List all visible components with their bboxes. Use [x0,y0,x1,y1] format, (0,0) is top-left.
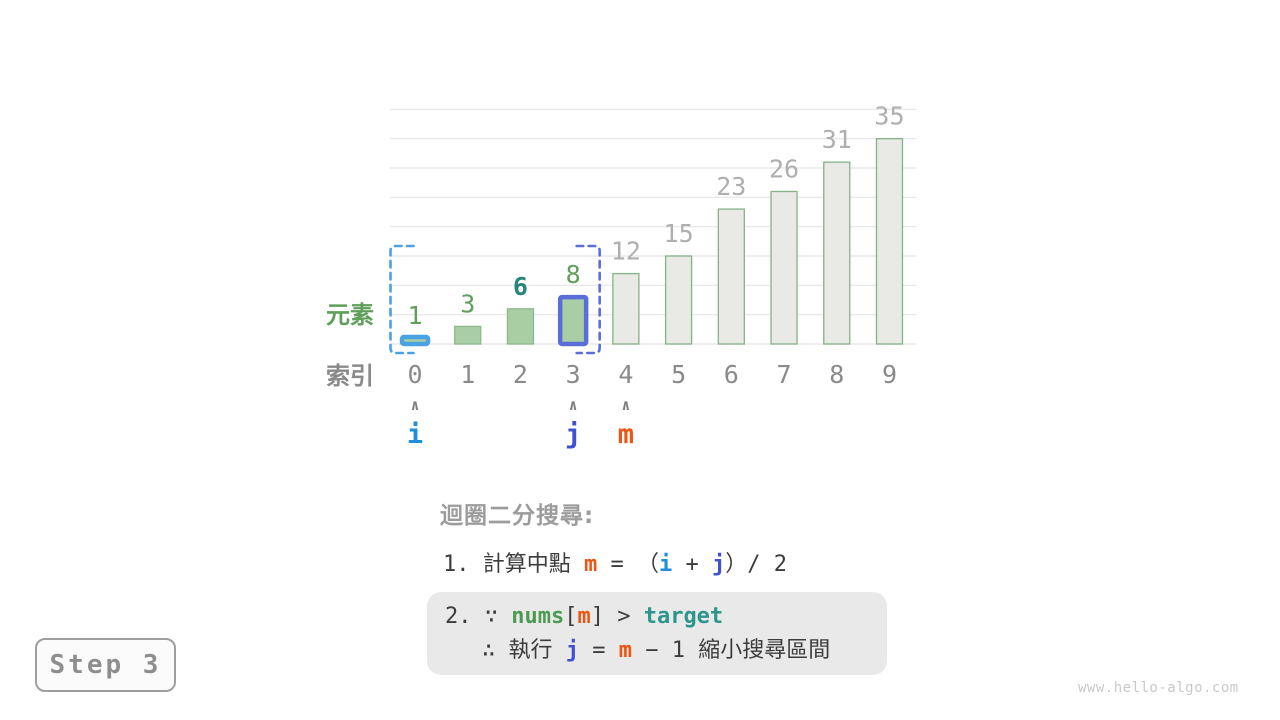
caret-up-icon: ∧ [621,396,630,414]
bar [557,294,589,347]
text-segment: ] > [590,604,644,629]
index-label: 9 [882,360,897,389]
bar [506,308,535,345]
index-label: 0 [407,360,422,389]
bar [612,272,640,345]
text-segment: m [577,604,591,629]
bar-value-label: 26 [769,154,799,183]
index-label: 5 [671,360,686,389]
step-badge-label: Step 3 [49,650,162,680]
element-row-label: 元素 [326,301,374,329]
caption-step2-line1: 2. ∵ nums[m] > target [445,600,887,634]
index-label: 8 [829,360,844,389]
caption-step1-line: 1. 計算中點 m = （i + j）/ 2 [443,550,787,580]
bar [823,161,851,345]
bar-value-label: 15 [664,219,694,248]
caret-up-icon: ∧ [410,396,419,414]
bar-value-label: 3 [460,289,475,318]
text-segment: j [565,638,579,663]
index-label: 4 [618,360,633,389]
bar-value-label: 1 [407,301,422,330]
bar [454,325,482,345]
bar [664,255,693,345]
text-segment: i [659,552,673,577]
text-segment: = [597,552,637,577]
index-row-label: 索引 [326,362,374,390]
pointer-m-label: m [618,419,634,450]
text-segment: nums [511,604,565,629]
bar-value-label: 8 [566,260,581,289]
caption-heading: 迴圈二分搜尋: [440,503,595,529]
index-label: 3 [566,360,581,389]
index-label: 6 [724,360,739,389]
pointer-i-label: i [407,419,423,450]
step-badge: Step 3 [35,638,176,692]
index-label: 7 [777,360,792,389]
text-segment: + [672,552,713,577]
watermark: www.hello-algo.com [1078,680,1239,696]
bar-value-label: 35 [874,102,904,131]
index-label: 2 [513,360,528,389]
range-bracket-right [575,244,601,355]
bar-value-label: 12 [611,237,641,266]
text-segment: − 1 縮小搜尋區間 [632,638,831,663]
bar [875,138,904,345]
caption-step2-line2: ∴ 執行 j = m − 1 縮小搜尋區間 [482,634,887,668]
text-segment: 2. ∵ [445,604,512,629]
bar-value-label: 6 [513,272,528,301]
bar-value-label: 23 [716,172,746,201]
text-segment: j [712,552,726,577]
range-bracket-left [389,244,415,355]
bar [399,334,431,347]
text-segment: target [643,604,724,629]
pointer-j-label: j [565,419,581,450]
text-segment: ∴ 執行 [482,638,566,663]
text-segment: （ [637,552,660,577]
caret-up-icon: ∧ [569,396,578,414]
text-segment: ）/ 2 [725,552,788,577]
text-segment: = [579,638,619,663]
bar [770,190,798,345]
caption-step2-box: 2. ∵ nums[m] > target ∴ 執行 j = m − 1 縮小搜… [427,592,887,675]
text-segment: 1. [443,552,483,577]
text-segment: [ [564,604,578,629]
text-segment: 計算中點 [482,552,584,577]
text-segment: m [618,638,632,663]
index-label: 1 [460,360,475,389]
bar-value-label: 31 [822,125,852,154]
bar [717,208,745,345]
text-segment: m [584,552,598,577]
